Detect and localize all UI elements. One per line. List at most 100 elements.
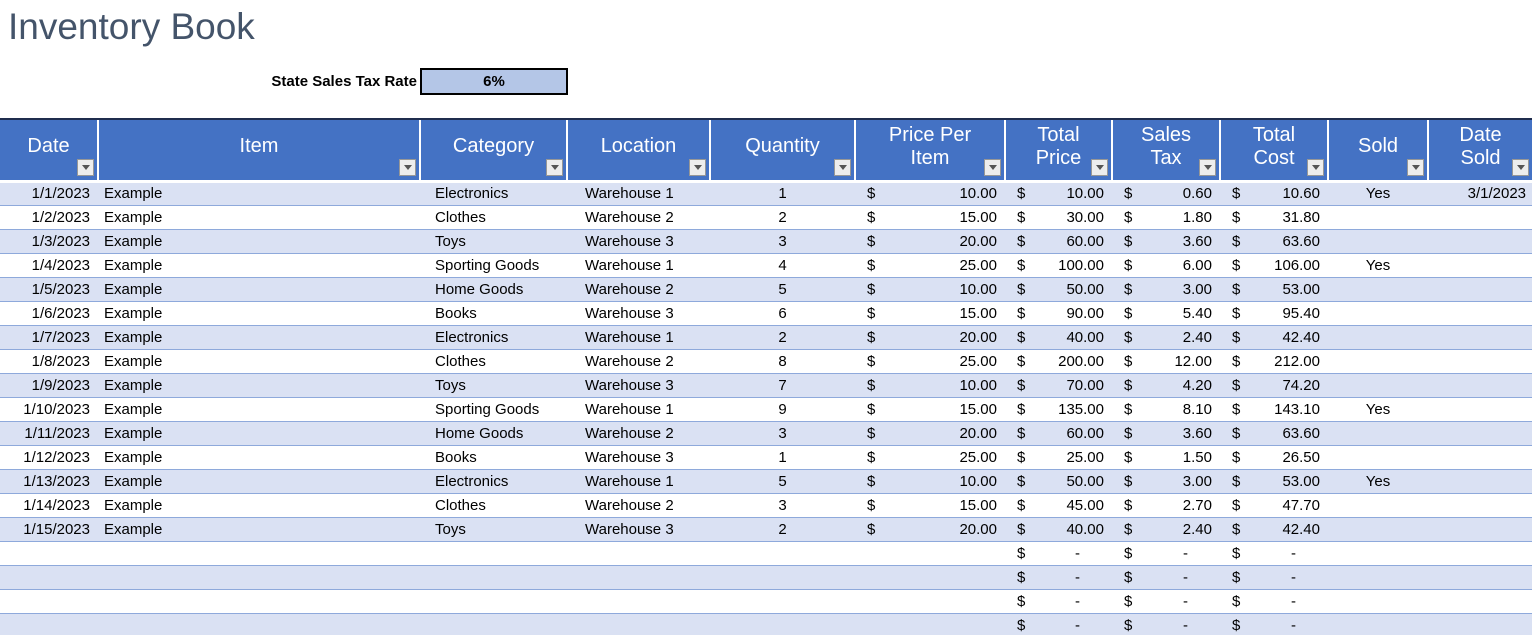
cell-sold[interactable] (1328, 589, 1428, 614)
cell-total_price[interactable]: $25.00 (1005, 445, 1112, 470)
cell-total_price[interactable]: $40.00 (1005, 325, 1112, 350)
cell-item[interactable]: Example (98, 205, 420, 230)
cell-category[interactable]: Toys (420, 229, 567, 254)
cell-date_sold[interactable] (1428, 517, 1532, 542)
cell-total_cost[interactable]: $143.10 (1220, 397, 1328, 422)
cell-location[interactable]: Warehouse 3 (567, 517, 710, 542)
cell-price_per_item[interactable] (855, 541, 1005, 566)
cell-price_per_item[interactable]: $20.00 (855, 325, 1005, 350)
cell-date[interactable]: 1/9/2023 (0, 373, 98, 398)
cell-sales_tax[interactable]: $2.40 (1112, 325, 1220, 350)
cell-date[interactable] (0, 541, 98, 566)
cell-quantity[interactable]: 1 (710, 181, 855, 206)
cell-quantity[interactable] (710, 589, 855, 614)
cell-total_price[interactable]: $60.00 (1005, 421, 1112, 446)
cell-date_sold[interactable] (1428, 421, 1532, 446)
cell-price_per_item[interactable] (855, 613, 1005, 635)
cell-price_per_item[interactable]: $15.00 (855, 397, 1005, 422)
cell-category[interactable]: Sporting Goods (420, 397, 567, 422)
cell-sold[interactable] (1328, 421, 1428, 446)
cell-date_sold[interactable] (1428, 301, 1532, 326)
cell-location[interactable]: Warehouse 1 (567, 181, 710, 206)
cell-total_cost[interactable]: $ - (1220, 589, 1328, 614)
cell-sales_tax[interactable]: $ - (1112, 589, 1220, 614)
cell-date_sold[interactable] (1428, 349, 1532, 374)
filter-button-category[interactable] (546, 158, 563, 176)
cell-sales_tax[interactable]: $3.60 (1112, 229, 1220, 254)
cell-location[interactable] (567, 589, 710, 614)
cell-sold[interactable] (1328, 565, 1428, 590)
cell-total_price[interactable]: $50.00 (1005, 277, 1112, 302)
cell-location[interactable]: Warehouse 1 (567, 397, 710, 422)
cell-sales_tax[interactable]: $3.00 (1112, 469, 1220, 494)
cell-location[interactable]: Warehouse 3 (567, 229, 710, 254)
cell-sold[interactable] (1328, 373, 1428, 398)
cell-price_per_item[interactable]: $25.00 (855, 349, 1005, 374)
cell-date_sold[interactable] (1428, 493, 1532, 518)
cell-location[interactable] (567, 613, 710, 635)
cell-quantity[interactable]: 7 (710, 373, 855, 398)
cell-location[interactable]: Warehouse 2 (567, 421, 710, 446)
cell-item[interactable] (98, 541, 420, 566)
cell-sales_tax[interactable]: $3.60 (1112, 421, 1220, 446)
cell-total_price[interactable]: $45.00 (1005, 493, 1112, 518)
cell-date_sold[interactable] (1428, 253, 1532, 278)
cell-price_per_item[interactable]: $20.00 (855, 421, 1005, 446)
filter-button-sold[interactable] (1407, 158, 1424, 176)
filter-button-sales_tax[interactable] (1199, 158, 1216, 176)
filter-button-total_price[interactable] (1091, 158, 1108, 176)
cell-sold[interactable]: Yes (1328, 253, 1428, 278)
cell-total_price[interactable]: $70.00 (1005, 373, 1112, 398)
cell-category[interactable]: Clothes (420, 349, 567, 374)
filter-button-price_per_item[interactable] (984, 158, 1001, 176)
filter-button-total_cost[interactable] (1307, 158, 1324, 176)
cell-location[interactable]: Warehouse 1 (567, 253, 710, 278)
cell-location[interactable]: Warehouse 2 (567, 277, 710, 302)
cell-total_cost[interactable]: $42.40 (1220, 517, 1328, 542)
cell-sales_tax[interactable]: $5.40 (1112, 301, 1220, 326)
cell-quantity[interactable]: 5 (710, 469, 855, 494)
cell-total_cost[interactable]: $10.60 (1220, 181, 1328, 206)
cell-sold[interactable] (1328, 205, 1428, 230)
cell-item[interactable]: Example (98, 349, 420, 374)
cell-date[interactable] (0, 613, 98, 635)
cell-date_sold[interactable] (1428, 565, 1532, 590)
cell-date[interactable]: 1/4/2023 (0, 253, 98, 278)
cell-category[interactable]: Electronics (420, 325, 567, 350)
cell-total_price[interactable]: $ - (1005, 565, 1112, 590)
cell-date[interactable]: 1/14/2023 (0, 493, 98, 518)
cell-total_price[interactable]: $ - (1005, 541, 1112, 566)
cell-quantity[interactable]: 5 (710, 277, 855, 302)
cell-total_cost[interactable]: $31.80 (1220, 205, 1328, 230)
filter-button-date[interactable] (77, 158, 94, 176)
cell-quantity[interactable]: 3 (710, 421, 855, 446)
cell-category[interactable]: Home Goods (420, 277, 567, 302)
cell-item[interactable]: Example (98, 373, 420, 398)
cell-quantity[interactable] (710, 613, 855, 635)
cell-price_per_item[interactable]: $25.00 (855, 445, 1005, 470)
cell-price_per_item[interactable] (855, 589, 1005, 614)
cell-category[interactable]: Home Goods (420, 421, 567, 446)
cell-quantity[interactable]: 2 (710, 325, 855, 350)
cell-sold[interactable] (1328, 325, 1428, 350)
cell-sales_tax[interactable]: $8.10 (1112, 397, 1220, 422)
cell-category[interactable]: Books (420, 301, 567, 326)
cell-total_price[interactable]: $200.00 (1005, 349, 1112, 374)
cell-price_per_item[interactable]: $10.00 (855, 181, 1005, 206)
cell-location[interactable]: Warehouse 1 (567, 325, 710, 350)
cell-date_sold[interactable] (1428, 613, 1532, 635)
cell-sales_tax[interactable]: $1.80 (1112, 205, 1220, 230)
cell-sold[interactable] (1328, 613, 1428, 635)
cell-quantity[interactable]: 2 (710, 205, 855, 230)
cell-total_cost[interactable]: $63.60 (1220, 421, 1328, 446)
cell-category[interactable]: Clothes (420, 205, 567, 230)
cell-location[interactable]: Warehouse 1 (567, 469, 710, 494)
cell-location[interactable]: Warehouse 2 (567, 205, 710, 230)
cell-total_price[interactable]: $135.00 (1005, 397, 1112, 422)
filter-button-quantity[interactable] (834, 158, 851, 176)
cell-quantity[interactable]: 1 (710, 445, 855, 470)
cell-date[interactable]: 1/1/2023 (0, 181, 98, 206)
cell-sold[interactable]: Yes (1328, 181, 1428, 206)
cell-category[interactable] (420, 613, 567, 635)
cell-total_cost[interactable]: $95.40 (1220, 301, 1328, 326)
